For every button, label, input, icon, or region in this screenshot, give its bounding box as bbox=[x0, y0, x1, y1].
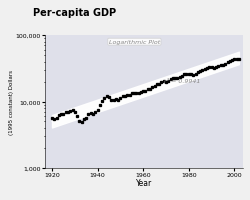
X-axis label: Year: Year bbox=[136, 179, 152, 187]
Text: r² = 0.9941: r² = 0.9941 bbox=[164, 78, 200, 83]
Text: Logarithmic Plot: Logarithmic Plot bbox=[108, 40, 160, 45]
Text: Per-capita GDP: Per-capita GDP bbox=[32, 8, 115, 18]
Y-axis label: (1995 constant) Dollars: (1995 constant) Dollars bbox=[9, 70, 14, 134]
